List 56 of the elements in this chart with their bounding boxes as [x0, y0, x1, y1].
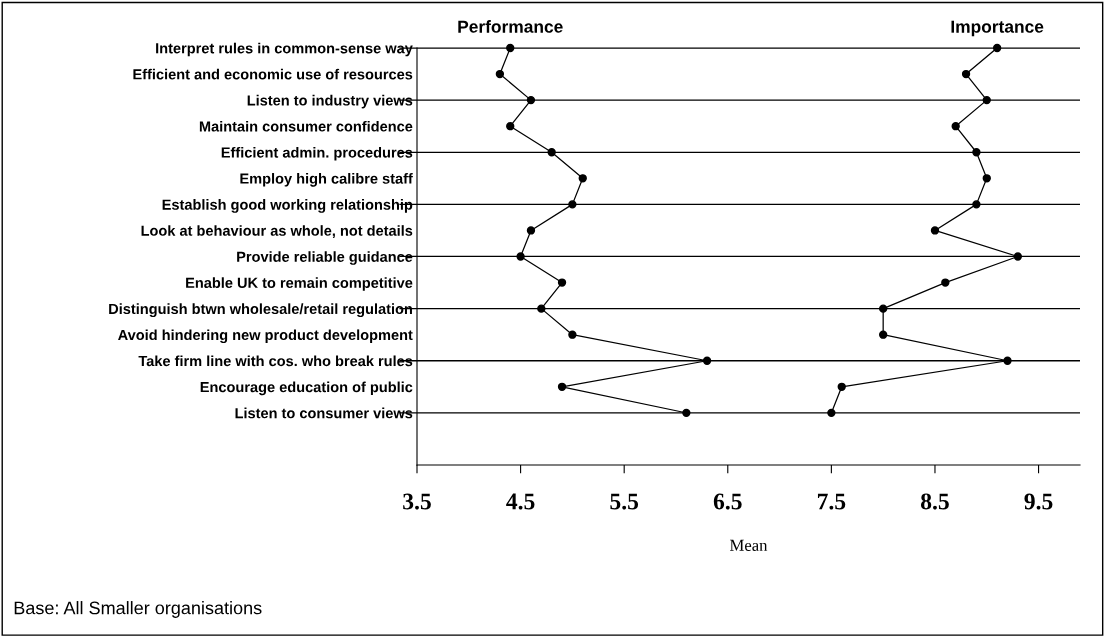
point — [568, 330, 577, 339]
x-tick-label: 4.5 — [506, 493, 535, 510]
y-tick-label: Encourage education of public — [200, 381, 413, 396]
y-tick-label: Take firm line with cos. who break rules — [138, 355, 413, 367]
x-tick-label: 8.5 — [921, 493, 949, 510]
y-tick-label: Listen to industry views — [247, 94, 413, 109]
y-tick-label: Interpret rules in common-sense way — [156, 42, 413, 57]
y-tick-label: Distinguish btwn wholesale/retail regulation — [109, 303, 412, 317]
y-tick-label: Look at behaviour as whole, not details — [141, 225, 413, 238]
y-tick-label: Maintain consumer confidence — [199, 120, 413, 132]
series-label: Performance — [458, 20, 563, 33]
point — [526, 95, 536, 105]
point — [879, 304, 888, 313]
point — [972, 200, 981, 209]
y-tick-label: Enable UK to remain competitive — [186, 277, 413, 291]
y-tick-label: Establish good working relationship — [162, 199, 413, 213]
point — [982, 95, 991, 105]
point — [930, 226, 940, 235]
series-label: Importance — [951, 20, 1044, 37]
x-tick-label: 6.5 — [713, 493, 742, 510]
point — [1003, 356, 1012, 365]
point — [702, 356, 712, 365]
point — [506, 43, 515, 53]
point — [495, 69, 505, 79]
point — [1013, 252, 1023, 261]
x-tick-label: 9.5 — [1024, 493, 1053, 510]
y-tick-label: Listen to consumer views — [235, 407, 413, 419]
y-tick-label: Efficient and economic use of resources — [133, 68, 413, 80]
point — [568, 200, 577, 209]
point — [506, 122, 515, 131]
point — [837, 382, 846, 391]
point — [879, 330, 888, 339]
x-axis-title: Mean — [730, 539, 768, 551]
y-tick-label: Employ high calibre staff — [240, 173, 413, 187]
x-tick-label: 5.5 — [610, 493, 639, 510]
point — [972, 148, 981, 157]
point — [941, 278, 950, 287]
point — [827, 408, 836, 418]
point — [961, 69, 971, 79]
point — [557, 278, 567, 287]
point — [516, 252, 525, 261]
point — [557, 382, 567, 391]
text: Base: All Smaller organisations — [14, 601, 262, 618]
point — [547, 148, 556, 157]
y-tick-label: Provide reliable guidance — [237, 251, 413, 265]
y-tick-label: Avoid hindering new product development — [118, 329, 413, 344]
point — [992, 43, 1002, 53]
point — [537, 304, 546, 313]
point — [526, 226, 536, 235]
x-tick-label: 7.5 — [817, 493, 846, 510]
y-tick-label: Efficient admin. procedures — [221, 146, 413, 161]
point — [578, 174, 587, 183]
x-tick-label: 3.5 — [403, 493, 431, 510]
point — [682, 408, 691, 418]
point — [951, 122, 960, 131]
point — [982, 174, 991, 183]
